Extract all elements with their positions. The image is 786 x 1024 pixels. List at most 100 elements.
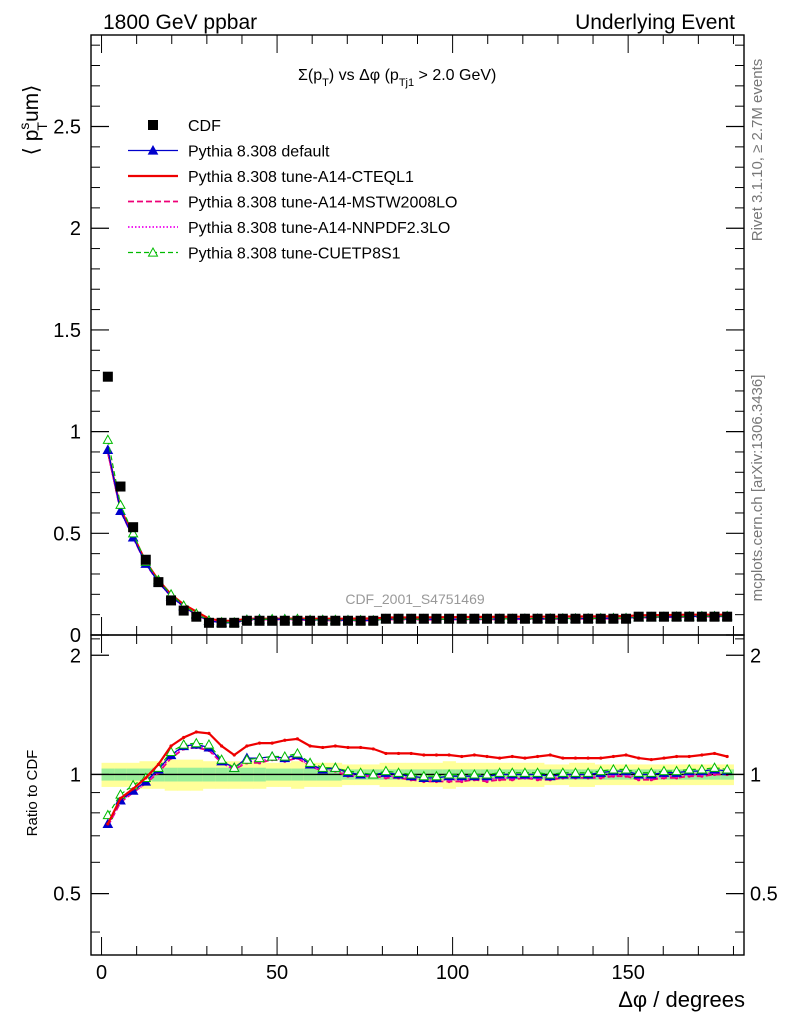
x-tick-label: 150 [611, 962, 644, 984]
main-point-cdf [494, 613, 505, 624]
legend-label: Pythia 8.308 tune-A14-NNPDF2.3LO [188, 220, 450, 237]
main-point-cdf [482, 613, 493, 624]
ratio-point-pythia-8-308-tune-a14-cteql1 [535, 754, 540, 759]
ratio-point-pythia-8-308-tune-cuetp8s1 [721, 763, 733, 774]
main-point-cdf [380, 613, 391, 624]
ratio-point-pythia-8-308-tune-cuetp8s1 [481, 768, 493, 779]
ratio-point-pythia-8-308-tune-cuetp8s1 [418, 770, 430, 781]
main-point-cdf [393, 613, 404, 624]
ratio-point-pythia-8-308-tune-a14-cteql1 [624, 753, 628, 757]
ratio-point-pythia-8-308-tune-cuetp8s1 [709, 762, 720, 772]
main-point-cdf [115, 481, 126, 492]
main-point-cdf [305, 615, 316, 626]
legend-marker-pythia-8-308-tune-cuetp8s1 [147, 246, 159, 257]
ratio-point-pythia-8-308-tune-cuetp8s1 [431, 770, 442, 781]
ratio-point-pythia-8-308-tune-cuetp8s1 [570, 767, 581, 777]
main-point-cdf [722, 611, 733, 622]
main-point-cdf [342, 615, 353, 626]
main-point-cdf [102, 371, 113, 382]
ratio-y-tick-label-right: 0.5 [750, 884, 778, 906]
main-y-axis-label: ⟨ ps Tum⟩ [16, 85, 50, 156]
ratio-point-pythia-8-308-tune-cuetp8s1 [292, 747, 303, 758]
ratio-series-pythia-8-308-tune-a14-cteql1 [106, 730, 729, 826]
ratio-point-pythia-8-308-tune-cuetp8s1 [279, 750, 291, 761]
ratio-point-pythia-8-308-tune-a14-cteql1 [295, 737, 300, 741]
legend-entry-pythia-8-308-default: Pythia 8.308 default [128, 144, 330, 161]
main-point-cdf [646, 611, 657, 622]
ratio-point-pythia-8-308-tune-cuetp8s1 [405, 768, 417, 779]
ratio-point-pythia-8-308-tune-cuetp8s1 [190, 737, 202, 748]
ratio-line-pythia-8-308-tune-a14-cteql1 [106, 730, 728, 825]
ratio-point-pythia-8-308-tune-cuetp8s1 [241, 754, 253, 764]
ratio-y-tick-label-right: 2 [750, 645, 761, 667]
ratio-point-pythia-8-308-tune-a14-cteql1 [662, 756, 666, 760]
main-point-cdf [153, 577, 164, 588]
ratio-point-pythia-8-308-tune-cuetp8s1 [671, 765, 682, 776]
ratio-point-pythia-8-308-tune-a14-cteql1 [460, 754, 464, 759]
legend: CDF Pythia 8.308 default Pythia 8.308 tune… [128, 118, 457, 263]
main-point-cdf [317, 615, 328, 626]
main-marks [102, 371, 733, 628]
main-y-tick-label: 0.5 [53, 523, 81, 545]
ratio-point-pythia-8-308-tune-a14-cteql1 [371, 747, 375, 751]
ratio-point-pythia-8-308-tune-cuetp8s1 [456, 768, 468, 779]
ratio-point-pythia-8-308-tune-cuetp8s1 [380, 765, 392, 776]
main-point-pythia-8-308-default [102, 444, 114, 455]
main-point-cdf [633, 611, 644, 622]
ratio-point-pythia-8-308-tune-a14-cteql1 [485, 754, 489, 759]
main-ticks [91, 35, 744, 636]
main-point-cdf [684, 611, 695, 622]
legend-label: Pythia 8.308 default [188, 144, 330, 161]
ratio-point-pythia-8-308-tune-a14-cteql1 [169, 744, 173, 748]
ratio-point-pythia-8-308-tune-cuetp8s1 [228, 762, 240, 772]
legend-symbol-cdf [148, 120, 158, 130]
ratio-point-pythia-8-308-tune-cuetp8s1 [355, 767, 366, 777]
ratio-y-tick-label-right: 1 [750, 764, 761, 786]
ratio-point-pythia-8-308-tune-a14-cteql1 [573, 756, 578, 760]
ratio-point-pythia-8-308-tune-a14-cteql1 [207, 731, 211, 735]
ratio-point-pythia-8-308-tune-a14-cteql1 [687, 754, 691, 759]
ratio-point-pythia-8-308-tune-a14-cteql1 [523, 756, 527, 760]
main-point-cdf [469, 613, 480, 624]
legend-label: Pythia 8.308 tune-A14-MSTW2008LO [188, 195, 457, 212]
x-tick-labels: 0 50 100 150 [96, 962, 645, 984]
main-point-cdf [557, 613, 568, 624]
ratio-point-pythia-8-308-tune-a14-cteql1 [611, 754, 616, 759]
main-point-cdf [545, 613, 556, 624]
ratio-point-pythia-8-308-tune-a14-cteql1 [472, 753, 476, 757]
main-point-pythia-8-308-tune-cuetp8s1 [115, 499, 126, 509]
x-axis-label: Δφ / degrees [618, 987, 745, 1012]
legend-entry-pythia-8-308-tune-a14-cteql1: Pythia 8.308 tune-A14-CTEQL1 [128, 169, 414, 186]
ratio-point-pythia-8-308-tune-cuetp8s1 [178, 739, 190, 749]
ratio-point-pythia-8-308-tune-a14-cteql1 [257, 741, 262, 745]
ratio-point-pythia-8-308-tune-cuetp8s1 [216, 754, 227, 764]
ratio-point-pythia-8-308-tune-a14-cteql1 [131, 787, 135, 791]
ratio-point-pythia-8-308-tune-a14-cteql1 [409, 751, 413, 756]
ratio-point-pythia-8-308-tune-a14-cteql1 [637, 756, 641, 760]
ratio-point-pythia-8-308-tune-a14-cteql1 [422, 753, 426, 757]
mcplots-label: mcplots.cern.ch [arXiv:1306.3436] [749, 375, 766, 602]
main-y-tick-labels: 0 0.5 1 1.5 2 2.5 [53, 117, 81, 647]
ratio-y-tick-label: 2 [70, 645, 81, 667]
main-point-cdf [203, 617, 214, 628]
legend-entry-pythia-8-308-tune-a14-nnpdf2-3lo: Pythia 8.308 tune-A14-NNPDF2.3LO [128, 220, 450, 237]
main-panel: 0 0.5 1 1.5 2 2.5 Σ(pT) vs Δφ (pTj1 > 2.0 GeV… [16, 34, 745, 647]
ratio-point-pythia-8-308-tune-cuetp8s1 [266, 750, 278, 761]
ratio-point-pythia-8-308-tune-a14-cteql1 [434, 753, 439, 757]
ratio-point-pythia-8-308-tune-cuetp8s1 [203, 739, 215, 749]
header-left: 1800 GeV ppbar [103, 11, 257, 34]
ratio-point-pythia-8-308-tune-cuetp8s1 [254, 752, 265, 763]
main-point-cdf [292, 615, 303, 626]
ratio-point-pythia-8-308-tune-a14-cteql1 [700, 753, 704, 757]
main-point-cdf [166, 595, 177, 606]
analysis-watermark: CDF_2001_S4751469 [345, 591, 485, 607]
main-y-tick-label: 0 [70, 625, 81, 647]
ratio-point-pythia-8-308-tune-cuetp8s1 [443, 768, 455, 779]
plot-title: Σ(pT) vs Δφ (pTj1 > 2.0 GeV) [298, 67, 496, 89]
ratio-point-pythia-8-308-tune-cuetp8s1 [329, 762, 341, 772]
legend-marker-pythia-8-308-default [147, 144, 159, 155]
main-y-tick-label: 2.5 [53, 117, 81, 139]
ratio-point-pythia-8-308-tune-cuetp8s1 [645, 767, 657, 777]
ratio-point-pythia-8-308-tune-cuetp8s1 [519, 767, 531, 777]
main-point-cdf [456, 613, 467, 624]
